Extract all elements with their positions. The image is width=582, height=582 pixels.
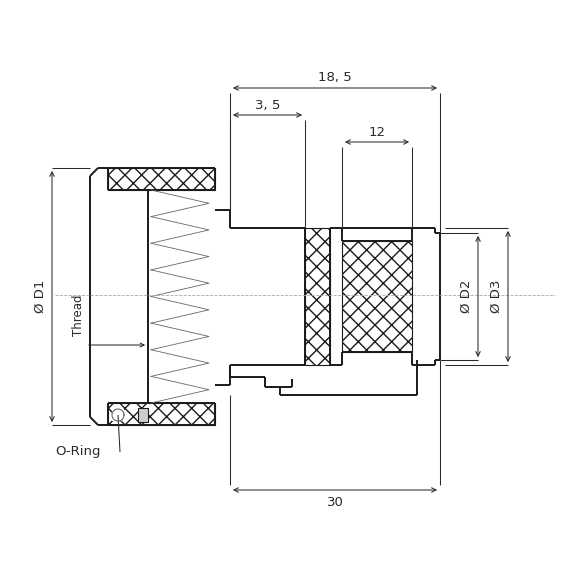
- Bar: [305, 228, 330, 365]
- Text: 30: 30: [327, 495, 343, 509]
- Text: 18, 5: 18, 5: [318, 72, 352, 84]
- Text: O-Ring: O-Ring: [55, 445, 101, 459]
- Bar: [108, 403, 215, 425]
- Bar: [112, 409, 124, 421]
- Text: Ø D2: Ø D2: [460, 280, 473, 313]
- Bar: [108, 168, 215, 190]
- Text: 12: 12: [368, 126, 385, 139]
- Text: Thread: Thread: [72, 294, 84, 336]
- Bar: [342, 241, 412, 352]
- Text: 3, 5: 3, 5: [255, 98, 280, 112]
- Text: Ø D3: Ø D3: [489, 280, 502, 313]
- Text: Ø D1: Ø D1: [34, 280, 47, 313]
- Bar: [138, 408, 148, 422]
